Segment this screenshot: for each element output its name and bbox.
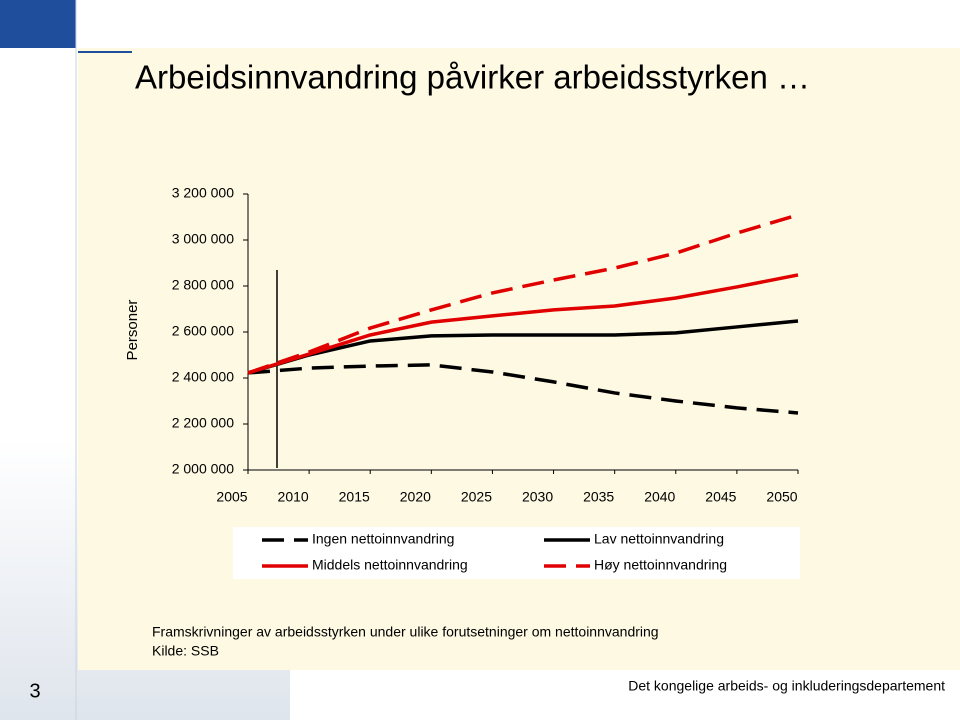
series-line	[247, 273, 799, 375]
x-tick-label: 2005	[216, 489, 247, 505]
slide-title: Arbeidsinnvandring påvirker arbeidsstyrk…	[135, 59, 810, 96]
series-line	[247, 319, 799, 375]
x-tick-label: 2045	[705, 489, 736, 505]
x-tick-label: 2035	[583, 489, 614, 505]
series-line	[247, 213, 799, 375]
corner-square	[0, 0, 76, 48]
y-tick-label: 2 000 000	[172, 461, 234, 477]
x-tick-label: 2040	[644, 489, 675, 505]
x-tick-label: 2010	[278, 489, 309, 505]
x-tick-label: 2025	[461, 489, 492, 505]
x-tick-label: 2050	[766, 489, 797, 505]
x-tick-label: 2030	[522, 489, 553, 505]
y-tick-label: 2 800 000	[172, 277, 234, 293]
series-line	[247, 363, 799, 415]
legend-label: Ingen nettoinnvandring	[312, 531, 454, 547]
y-tick-label: 2 400 000	[172, 369, 234, 385]
legend-label: Høy nettoinnvandring	[594, 557, 727, 573]
y-tick-label: 3 200 000	[172, 185, 234, 201]
y-tick-label: 3 000 000	[172, 231, 234, 247]
y-axis-label: Personer	[124, 300, 141, 361]
slide-number: 3	[29, 680, 40, 702]
legend-label: Lav nettoinnvandring	[594, 531, 724, 547]
x-tick-label: 2015	[339, 489, 370, 505]
footer: Det kongelige arbeids- og inkluderingsde…	[628, 678, 945, 694]
source: Kilde: SSB	[152, 643, 219, 659]
legend	[233, 527, 800, 579]
legend-label: Middels nettoinnvandring	[312, 557, 468, 573]
caption: Framskrivninger av arbeidsstyrken under …	[152, 624, 659, 640]
y-tick-label: 2 600 000	[172, 323, 234, 339]
y-tick-label: 2 200 000	[172, 415, 234, 431]
x-tick-label: 2020	[400, 489, 431, 505]
